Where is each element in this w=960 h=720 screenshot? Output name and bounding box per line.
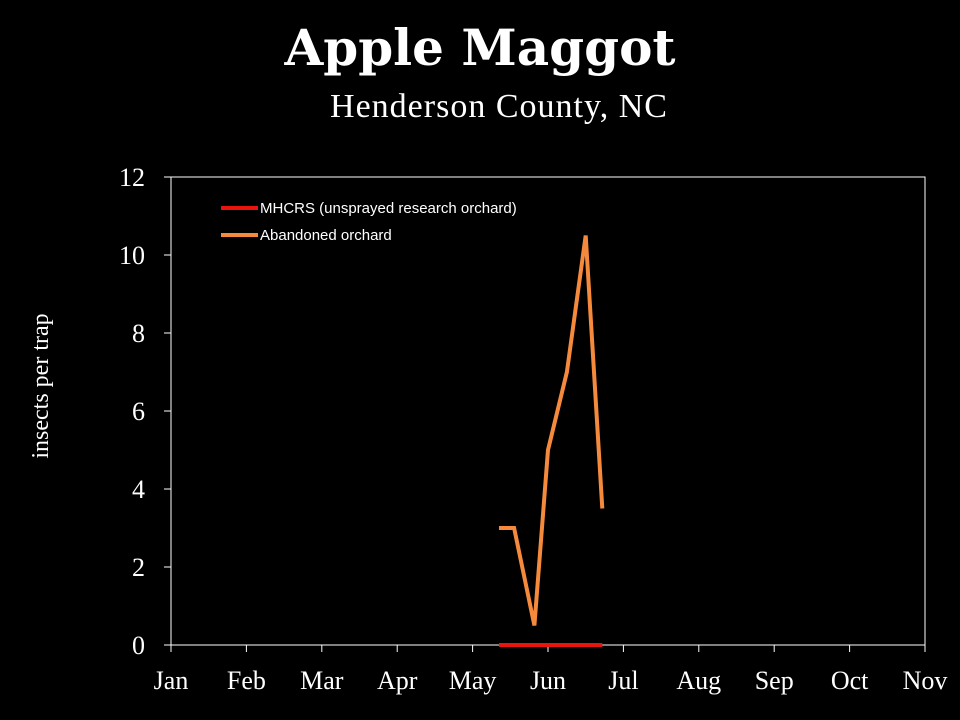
series-layer bbox=[498, 235, 605, 647]
plot-area bbox=[170, 176, 926, 646]
legend-label: MHCRS (unsprayed research orchard) bbox=[260, 200, 517, 217]
x-tick-label: Jan bbox=[154, 666, 189, 695]
x-tick-label: Sep bbox=[755, 666, 794, 695]
legend: MHCRS (unsprayed research orchard) Abando… bbox=[221, 200, 517, 244]
x-tick-label: Nov bbox=[903, 666, 948, 695]
y-tick-label: 2 bbox=[132, 553, 145, 582]
x-tick-label: May bbox=[449, 666, 497, 695]
x-tick-label: Oct bbox=[831, 666, 869, 695]
series-line-1 bbox=[499, 235, 605, 626]
y-tick-label: 0 bbox=[132, 631, 145, 660]
legend-label: Abandoned orchard bbox=[260, 227, 392, 244]
x-tick-label: Jul bbox=[608, 666, 638, 695]
y-tick-label: 12 bbox=[119, 163, 145, 192]
y-tick-label: 8 bbox=[132, 319, 145, 348]
x-tick-label: Apr bbox=[377, 666, 418, 695]
y-axis: 0 2 4 6 8 10 12 bbox=[119, 163, 171, 660]
y-tick-label: 10 bbox=[119, 241, 145, 270]
x-tick-label: Jun bbox=[530, 666, 566, 695]
x-axis: Jan Feb Mar Apr May Jun Jul Aug Sep Oct Nov bbox=[154, 645, 948, 695]
y-axis-label: insects per trap bbox=[28, 313, 54, 458]
x-tick-label: Feb bbox=[227, 666, 266, 695]
y-tick-label: 6 bbox=[132, 397, 145, 426]
y-tick-label: 4 bbox=[132, 475, 145, 504]
chart-subtitle: Henderson County, NC bbox=[330, 88, 668, 125]
chart-title: Apple Maggot bbox=[284, 18, 676, 77]
x-tick-label: Aug bbox=[676, 666, 721, 695]
x-tick-label: Mar bbox=[300, 666, 344, 695]
